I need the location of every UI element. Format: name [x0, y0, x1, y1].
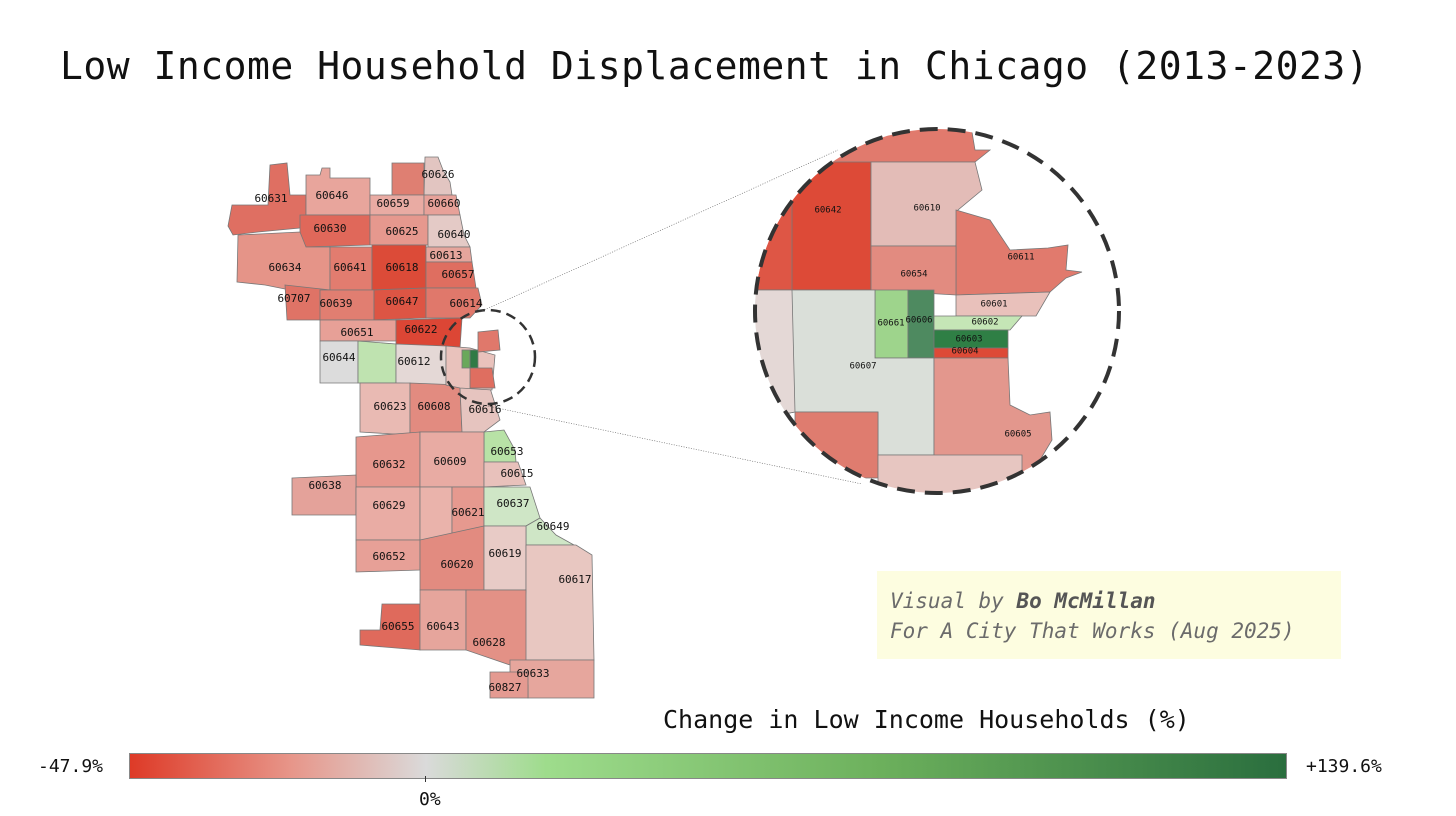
inset-zip-label: 60654 [900, 270, 927, 280]
zip-area-60640 [427, 214, 471, 248]
zip-label: 60659 [376, 197, 409, 210]
zip-label: 60640 [437, 228, 470, 241]
zip-area-loop-dark [469, 349, 479, 369]
zip-area-60636 [419, 486, 453, 541]
zip-label: 60632 [372, 458, 405, 471]
zip-label: 60629 [372, 499, 405, 512]
credit-prefix: Visual by [890, 589, 1017, 613]
main-zip-labels: 60631 60646 60626 60659 60660 60630 6062… [254, 168, 591, 694]
zip-label: 60608 [417, 400, 450, 413]
zip-label: 60633 [516, 667, 549, 680]
zip-label: 60657 [441, 268, 474, 281]
inset-zip-label: 60606 [905, 316, 932, 326]
zip-label: 60643 [426, 620, 459, 633]
zip-area-60624 [357, 340, 397, 384]
zip-label: 60641 [333, 261, 366, 274]
inset-zip-label: 60661 [877, 319, 904, 329]
zip-label: 60646 [315, 189, 348, 202]
zip-label: 60620 [440, 558, 473, 571]
inset-area-south [877, 454, 1023, 493]
inset-zip-label: 60607 [849, 362, 876, 372]
zip-label: 60621 [451, 506, 484, 519]
zip-label: 60660 [427, 197, 460, 210]
zip-label: 60827 [488, 681, 521, 694]
inset-zip-label: 60602 [971, 318, 998, 328]
zip-label: 60630 [313, 222, 346, 235]
zip-label: 60625 [385, 225, 418, 238]
zip-label: 60655 [381, 620, 414, 633]
map-title: Low Income Household Displacement in Chi… [60, 44, 1370, 88]
zip-label: 60639 [319, 297, 352, 310]
zip-area-loop-green [461, 349, 471, 369]
zip-label: 60651 [340, 326, 373, 339]
main-map [227, 156, 595, 699]
legend-color-bar [129, 753, 1287, 779]
zip-label: 60652 [372, 550, 405, 563]
credit-box: Visual by Bo McMillan For A City That Wo… [877, 571, 1341, 659]
zip-label: 60647 [385, 295, 418, 308]
inset-zip-label: 60603 [955, 335, 982, 345]
zip-label: 60623 [373, 400, 406, 413]
zip-label: 60615 [500, 467, 533, 480]
inset-area-60601 [955, 291, 1051, 317]
zip-label: 60653 [490, 445, 523, 458]
inset-zip-label: 60642 [814, 206, 841, 216]
zip-label: 60612 [397, 355, 430, 368]
zip-label: 60609 [433, 455, 466, 468]
zoom-indicator-circle [439, 308, 537, 406]
zip-label: 60649 [536, 520, 569, 533]
legend-min-label: -47.9% [38, 756, 104, 777]
inset-zip-label: 60605 [1004, 430, 1031, 440]
credit-line-2: For A City That Works (Aug 2025) [890, 619, 1295, 643]
zip-label: 60622 [404, 323, 437, 336]
zip-area-60626b [391, 162, 425, 196]
credit-line-1: Visual by Bo McMillan [890, 586, 1341, 616]
zip-label: 60616 [468, 403, 501, 416]
zip-label: 60634 [268, 261, 301, 274]
zip-area-60628 [465, 589, 527, 666]
zip-label: 60619 [488, 547, 521, 560]
inset-zip-label: 60601 [980, 300, 1007, 310]
zip-label: 60628 [472, 636, 505, 649]
zip-area-near-south [469, 367, 496, 389]
zip-area-60615 [483, 461, 527, 488]
credit-author: Bo McMillan [1016, 589, 1156, 613]
zip-label: 60613 [429, 249, 462, 262]
zip-area-60827 [489, 671, 529, 699]
zip-area-60629 [355, 486, 421, 541]
zoom-connector-bottom [477, 403, 863, 485]
inset-zip-label: 60610 [913, 204, 940, 214]
zip-label: 60626 [421, 168, 454, 181]
zip-label: 60618 [385, 261, 418, 274]
inset-zip-label: 60611 [1007, 253, 1034, 263]
inset-circle-border [753, 127, 1121, 495]
zip-area-near-north [477, 329, 501, 353]
inset-area-60602 [933, 315, 1023, 331]
inset-zip-label: 60604 [951, 347, 978, 357]
inset-area-60608-in [794, 411, 879, 479]
zip-label: 60617 [558, 573, 591, 586]
zip-label: 60631 [254, 192, 287, 205]
zip-area-60617 [519, 544, 595, 661]
legend-title: Change in Low Income Households (%) [663, 705, 1190, 734]
zoom-connector-top [479, 149, 839, 313]
zip-label: 60644 [322, 351, 355, 364]
zip-label: 60707 [277, 292, 310, 305]
inset-map [755, 129, 1119, 493]
legend-zero-tick [425, 776, 426, 782]
legend-max-label: +139.6% [1306, 756, 1382, 777]
inset-zip-labels: 60642 60610 60611 60654 60601 60661 6060… [814, 204, 1034, 440]
zip-label: 60614 [449, 297, 482, 310]
inset-area-60642b [755, 160, 793, 291]
zip-label: 60638 [308, 479, 341, 492]
zip-label: 60637 [496, 497, 529, 510]
legend-zero-label: 0% [419, 789, 441, 810]
